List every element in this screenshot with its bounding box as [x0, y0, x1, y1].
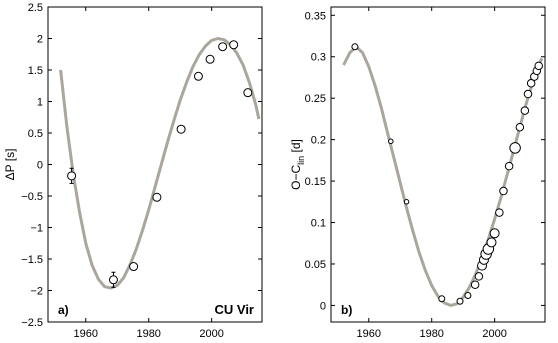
x-tick-label: 1980 [136, 328, 160, 340]
data-point [388, 138, 394, 145]
y-tick-label: 0.05 [305, 259, 326, 271]
data-point [515, 122, 525, 132]
y-tick-label: 1 [37, 97, 43, 109]
y-tick-label: 1.5 [28, 65, 43, 77]
data-point [243, 88, 253, 98]
y-tick-label: −2 [30, 286, 43, 298]
data-point [526, 79, 536, 88]
x-tick-label: 1960 [357, 328, 381, 340]
data-point [351, 43, 359, 51]
data-point [489, 228, 500, 239]
data-point [176, 124, 186, 134]
plot-frame [330, 6, 546, 323]
y-tick-label: 0.35 [305, 10, 326, 22]
y-tick-label: 2.5 [28, 2, 43, 14]
data-point [152, 192, 162, 202]
fit-curve [59, 37, 261, 290]
data-point [509, 142, 521, 154]
y-tick-label: 2 [37, 34, 43, 46]
x-tick-label: 2000 [199, 328, 223, 340]
data-point [403, 199, 410, 205]
data-point [438, 295, 446, 303]
y-tick-label: −1 [30, 223, 43, 235]
data-point [474, 272, 484, 281]
y-axis-label: ΔP [s] [3, 149, 17, 181]
panel-label: b) [341, 303, 352, 317]
data-point [486, 237, 497, 248]
data-point [229, 40, 239, 50]
y-tick-label: 0.5 [28, 128, 43, 140]
x-tick-label: 1980 [419, 328, 443, 340]
data-point [499, 186, 508, 196]
panel-b: 0 0.05 0.1 0.15 0.2 0.25 0.3 0.35 1960 1980 2000 O−… [289, 6, 546, 340]
data-point [456, 297, 464, 305]
fit-curve [342, 45, 544, 307]
y-axis-label: O−Clin [d] [289, 139, 306, 190]
y-tick-label: 0.3 [311, 52, 326, 64]
y-tick-label: 0.25 [305, 93, 326, 105]
panel-label: a) [58, 303, 69, 317]
y-tick-label: −1.5 [21, 254, 43, 266]
data-point [205, 54, 215, 64]
y-axis-label-unit: [d] [289, 139, 303, 156]
y-tick-label: −0.5 [21, 191, 43, 203]
data-point [520, 106, 530, 115]
data-point [534, 61, 543, 71]
data-point [108, 275, 118, 285]
data-point [464, 291, 472, 299]
data-point [218, 42, 228, 52]
data-point [129, 262, 139, 272]
x-tick-label: 1960 [74, 328, 98, 340]
x-tick-label: 2000 [482, 328, 506, 340]
data-point [504, 161, 514, 171]
data-point [470, 280, 480, 289]
panel-a: −2.5 −2 −1.5 −1 −0.5 0 0.5 1 1.5 2 2.5 1960 1980 2000… [3, 2, 263, 340]
plot-frame [47, 6, 263, 323]
y-tick-label: 0 [37, 160, 43, 172]
star-name-annotation: CU Vir [215, 302, 255, 317]
data-point [193, 71, 203, 81]
y-tick-label: 0 [320, 300, 326, 312]
data-point [495, 208, 504, 217]
data-point [67, 171, 77, 181]
y-tick-label: 0.15 [305, 176, 326, 188]
y-axis-label-subscript: lin [296, 156, 306, 165]
data-point [523, 89, 533, 99]
y-tick-label: 0.2 [311, 135, 326, 147]
y-tick-label: 0.1 [311, 218, 326, 230]
y-tick-label: −2.5 [21, 317, 43, 329]
